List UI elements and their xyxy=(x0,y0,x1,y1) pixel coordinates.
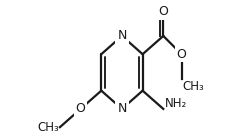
Text: NH₂: NH₂ xyxy=(164,97,187,110)
Text: N: N xyxy=(117,102,127,115)
Text: CH₃: CH₃ xyxy=(37,121,59,134)
Text: N: N xyxy=(117,29,127,42)
Text: CH₃: CH₃ xyxy=(183,80,204,93)
Text: O: O xyxy=(158,5,168,18)
Text: O: O xyxy=(76,102,86,115)
Text: O: O xyxy=(176,48,186,61)
